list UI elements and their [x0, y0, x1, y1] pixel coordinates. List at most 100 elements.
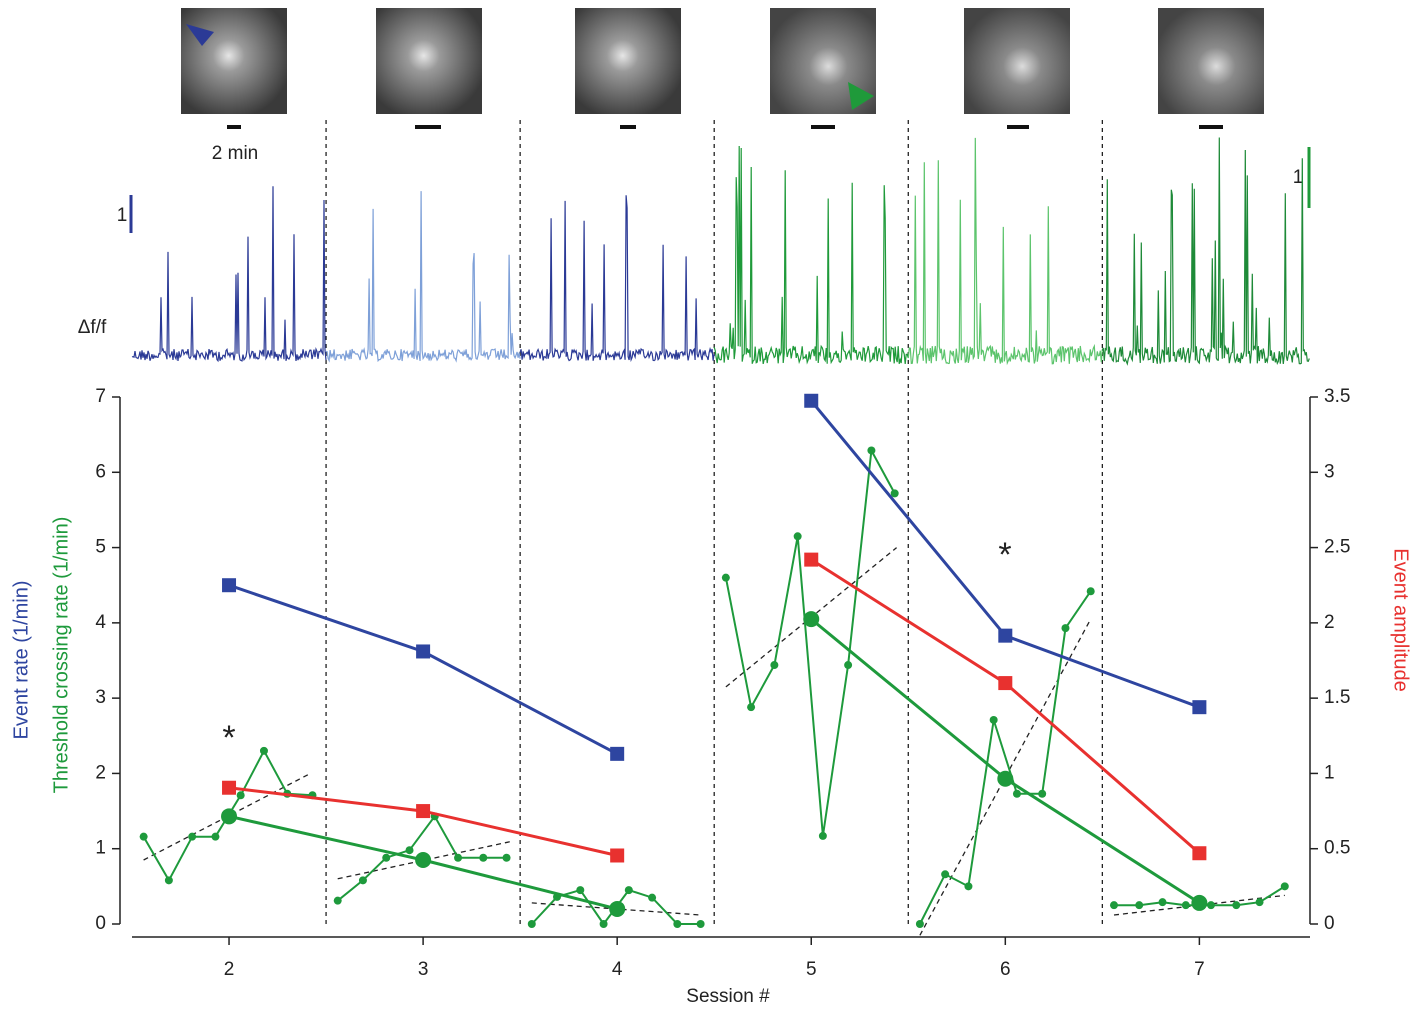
marker: [222, 578, 237, 593]
marker: [867, 446, 876, 455]
marker: [1280, 882, 1289, 891]
marker: [998, 676, 1013, 691]
calcium-trace: [519, 195, 715, 363]
marker: [997, 770, 1014, 787]
marker: [454, 853, 463, 862]
marker: [915, 920, 924, 928]
y2-tick-label: 3.5: [1324, 386, 1350, 407]
marker: [333, 896, 342, 905]
y2-tick-label: 0.5: [1324, 838, 1350, 859]
marker: [1192, 700, 1207, 715]
marker: [416, 804, 431, 819]
marker: [1038, 789, 1047, 798]
marker: [844, 661, 853, 670]
x-tick-label: 5: [806, 959, 817, 980]
marker: [188, 832, 197, 841]
marker: [890, 489, 899, 498]
marker: [941, 870, 950, 879]
y-tick-label: 6: [95, 461, 106, 482]
marker: [221, 808, 238, 825]
marker: [609, 900, 626, 917]
marker: [610, 746, 625, 761]
marker: [259, 746, 268, 755]
x-axis-label: Session #: [686, 986, 770, 1007]
marker: [236, 791, 245, 800]
series-line: [724, 447, 896, 837]
y-tick-label: 4: [95, 612, 106, 633]
marker: [1109, 901, 1118, 910]
series-line: [337, 814, 507, 902]
time-scale-label: 2 min: [212, 143, 258, 164]
calcium-trace: [713, 145, 909, 365]
marker: [1012, 789, 1021, 798]
marker: [164, 876, 173, 885]
marker: [1181, 901, 1190, 910]
y2-tick-label: 1: [1324, 762, 1335, 783]
trend-line: [919, 618, 1092, 936]
thumbnail: [1158, 8, 1264, 114]
marker: [804, 393, 819, 408]
thumbnails: [129, 8, 1311, 233]
y-tick-label: 2: [95, 762, 106, 783]
calcium-trace: [1101, 137, 1310, 366]
marker: [964, 882, 973, 891]
calcium-trace: [907, 137, 1103, 366]
marker: [479, 853, 488, 862]
trace-label: Δf/f: [78, 317, 107, 338]
amplitude-scale-label: 1: [1293, 167, 1304, 188]
x-tick-label: 6: [1000, 959, 1011, 980]
y2-tick-label: 2.5: [1324, 537, 1350, 558]
marker: [793, 532, 802, 541]
thumbnail: [575, 8, 681, 114]
x-tick-label: 2: [224, 959, 235, 980]
marker: [1207, 901, 1216, 910]
marker: [222, 780, 237, 795]
x-tick-label: 4: [612, 959, 623, 980]
y2-tick-label: 1.5: [1324, 687, 1350, 708]
annotation: *: [998, 536, 1011, 574]
marker: [405, 846, 414, 855]
series-line: [228, 583, 618, 756]
marker: [989, 715, 998, 724]
marker: [416, 644, 431, 659]
y-tick-label: 0: [95, 913, 106, 934]
cell-arrow: [186, 24, 214, 46]
thumbnail: [181, 8, 287, 114]
series-line: [810, 617, 1201, 905]
marker: [502, 853, 511, 862]
marker: [673, 920, 682, 928]
amplitude-scale-label: 1: [117, 205, 128, 226]
marker: [576, 886, 585, 895]
y-axis-label: Event rate (1/min): [10, 581, 32, 740]
marker: [382, 853, 391, 862]
marker: [804, 552, 819, 567]
marker: [1061, 624, 1070, 633]
y-tick-label: 5: [95, 537, 106, 558]
calcium-trace: [131, 186, 327, 363]
series-line: [810, 558, 1201, 855]
y-tick-label: 7: [95, 386, 106, 407]
series-line: [228, 786, 618, 857]
marker: [1191, 894, 1208, 911]
marker: [358, 876, 367, 885]
marker: [770, 661, 779, 670]
marker: [1255, 898, 1264, 907]
y-tick-label: 3: [95, 687, 106, 708]
marker: [1192, 846, 1207, 861]
marker: [599, 920, 608, 928]
marker: [610, 848, 625, 863]
marker: [696, 920, 705, 928]
y-tick-label: 1: [95, 838, 106, 859]
marker: [648, 893, 657, 902]
marker: [527, 920, 536, 928]
thumbnail: [376, 8, 482, 114]
y-axis-label: Threshold crossing rate (1/min): [50, 517, 72, 794]
marker: [721, 573, 730, 582]
marker: [624, 886, 633, 895]
marker: [803, 611, 820, 628]
marker: [998, 628, 1013, 643]
marker: [139, 832, 148, 841]
marker: [747, 703, 756, 712]
y2-tick-label: 3: [1324, 461, 1335, 482]
